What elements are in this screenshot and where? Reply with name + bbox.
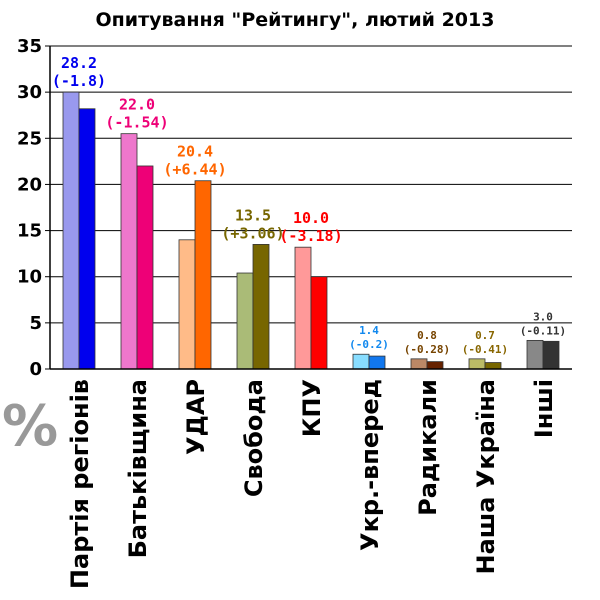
data-label-value: 10.0 xyxy=(293,209,329,227)
bar-current xyxy=(252,244,270,370)
bar-current xyxy=(310,276,328,370)
data-label-value: 22.0 xyxy=(119,96,155,114)
x-category-label: Наша Україна xyxy=(472,379,500,575)
x-category-label: КПУ xyxy=(298,379,326,437)
data-label-change: (-1.8) xyxy=(52,72,106,90)
data-label-change: (+6.44) xyxy=(163,161,226,179)
data-label-value: 28.2 xyxy=(61,54,97,72)
data-label-change: (+3.06) xyxy=(221,224,284,242)
y-tick-label: 30 xyxy=(17,82,42,103)
x-category-label: Інші xyxy=(530,379,558,438)
bar-previous xyxy=(410,358,428,370)
data-label-value: 13.5 xyxy=(235,206,271,224)
x-category-label: Радикали xyxy=(414,379,442,516)
y-tick-label: 5 xyxy=(29,313,42,334)
data-label-change: (-0.28) xyxy=(404,343,450,356)
data-label-value: 0.8 xyxy=(417,329,437,342)
bar-current xyxy=(194,180,212,370)
bar-previous xyxy=(178,239,196,370)
data-label-value: 1.4 xyxy=(359,324,379,337)
data-label-value: 20.4 xyxy=(177,143,213,161)
bar-previous xyxy=(352,353,370,370)
x-category-label: УДАР xyxy=(182,379,210,455)
y-tick-label: 10 xyxy=(17,267,42,288)
data-label-change: (-0.11) xyxy=(520,324,566,337)
data-label-change: (-0.2) xyxy=(349,338,389,351)
bar-previous xyxy=(62,91,80,370)
data-label-value: 0.7 xyxy=(475,329,495,342)
x-category-label: Партія регіонів xyxy=(66,379,94,589)
x-axis: Партія регіонів Батьківщина УДАР Свобода КПУ… xyxy=(50,368,572,589)
bar-current xyxy=(368,355,386,370)
data-labels: 28.2(-1.8) 22.0(-1.54) 20.4(+6.44) 13.5(+3.… xyxy=(52,54,566,356)
bar-previous xyxy=(236,272,254,370)
bar-current xyxy=(136,165,154,370)
bar-current xyxy=(484,362,502,370)
bar-previous xyxy=(120,133,138,370)
y-tick-label: 35 xyxy=(17,36,42,57)
data-label-value: 3.0 xyxy=(533,310,553,323)
chart-title: Опитування "Рейтингу", лютий 2013 xyxy=(96,9,495,31)
data-label-change: (-3.18) xyxy=(279,227,342,245)
bar-previous xyxy=(468,358,486,370)
y-tick-label: 25 xyxy=(17,128,42,149)
data-label-change: (-0.41) xyxy=(462,343,508,356)
x-category-label: Батьківщина xyxy=(124,379,152,558)
y-tick-label: 15 xyxy=(17,221,42,242)
unit-label: % xyxy=(2,394,58,459)
y-tick-label: 20 xyxy=(17,174,42,195)
x-category-label: Укр.-вперед xyxy=(356,379,384,551)
bar-previous xyxy=(526,339,544,370)
y-axis: 0 5 10 15 20 25 30 35 xyxy=(17,36,51,380)
bar-current xyxy=(78,108,96,370)
bar-current xyxy=(542,340,560,370)
data-label-change: (-1.54) xyxy=(105,114,168,132)
bar-current xyxy=(426,361,444,370)
x-category-label: Свобода xyxy=(240,379,268,497)
y-tick-label: 0 xyxy=(29,359,42,380)
bar-previous xyxy=(294,246,312,370)
